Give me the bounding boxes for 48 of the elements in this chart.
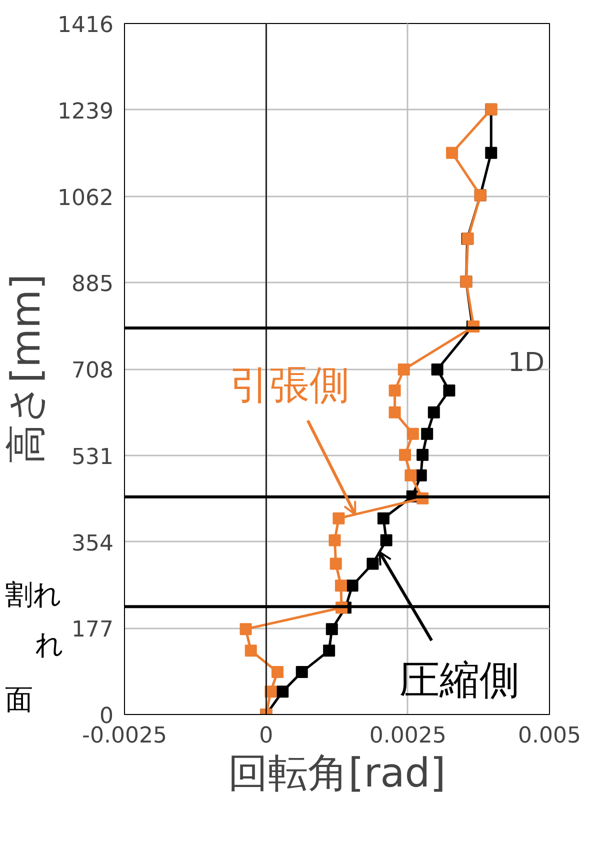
x-tick-label: 0	[259, 724, 274, 748]
point	[485, 146, 498, 159]
point	[406, 428, 419, 440]
point	[431, 363, 444, 376]
y-tick-label: 531	[72, 444, 114, 470]
point	[244, 644, 257, 657]
point	[404, 469, 417, 482]
y-tick-label: 708	[72, 358, 114, 384]
point	[328, 534, 341, 546]
point	[388, 384, 401, 396]
point	[240, 623, 252, 636]
y-tick-label: 1239	[58, 99, 114, 124]
text: れ	[35, 627, 64, 663]
point	[398, 363, 410, 376]
text: 面	[5, 682, 33, 718]
point	[346, 580, 358, 592]
point	[332, 512, 345, 524]
point	[446, 146, 458, 159]
x-axis-title: 回転角[rad]	[228, 750, 446, 796]
point	[399, 448, 411, 461]
x-tick-label: 0.0025	[369, 724, 446, 748]
point	[377, 512, 390, 524]
point	[334, 580, 347, 592]
y-tick-label: 354	[72, 531, 114, 556]
point	[330, 558, 342, 570]
y-axis-title: 高さ[mm]	[4, 274, 50, 464]
point	[323, 644, 336, 657]
point	[416, 448, 429, 461]
annotation: 引張側	[230, 362, 350, 408]
point	[443, 384, 456, 396]
point	[276, 686, 289, 698]
point	[296, 666, 308, 678]
x-tick-label: 0.005	[518, 724, 581, 748]
point	[388, 406, 401, 418]
point	[428, 406, 440, 418]
point	[380, 534, 392, 546]
y-tick-label: 177	[72, 618, 114, 643]
point	[421, 428, 434, 440]
text: 割れ	[5, 577, 62, 613]
point	[326, 623, 338, 636]
ref-line-label: 1D	[508, 348, 544, 378]
annotation: 圧縮側	[400, 658, 520, 704]
point	[272, 666, 284, 678]
y-tick-label: 1416	[58, 13, 114, 38]
y-tick-label: 1062	[58, 186, 114, 211]
x-tick-label: -0.0025	[82, 724, 167, 748]
point	[366, 558, 379, 570]
y-tick-label: 885	[72, 272, 114, 298]
